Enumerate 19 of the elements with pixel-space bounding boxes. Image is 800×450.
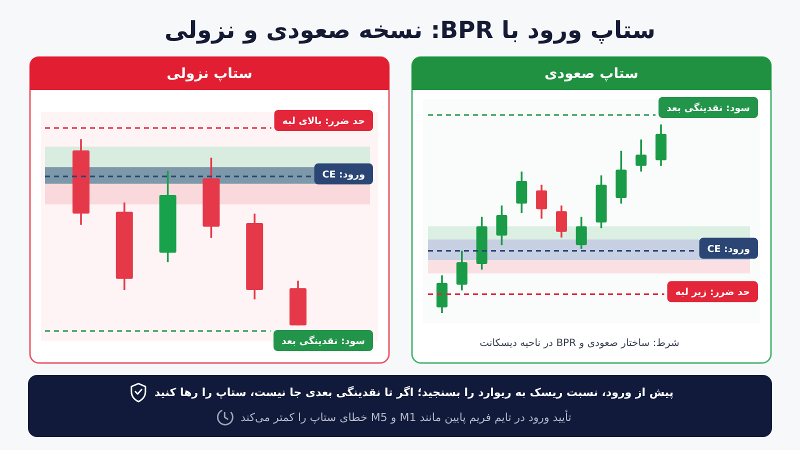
chart-title: ستاپ نزولی [166,66,252,82]
chart-title: ستاپ صعودی [544,66,638,82]
ref-line-label: ورود: CE [707,244,750,255]
text: پیش از ورود، نسبت ریسک به ریوارد را بسنجید؛ اگر تا نقدینگی بعدی جا نیست، ستاپ را رها کنید [154,386,674,399]
candlestick [516,170,528,214]
text: ستاپ ورود با BPR: نسخه صعودی و نزولی [164,16,656,44]
text: تأیید ورود در تایم فریم پایین مانند M1 و M5 خطای ستاپ را کمتر می‌کند [240,409,572,424]
candlestick [556,204,567,238]
candlestick [576,216,587,250]
ref-line-label: سود: نقدینگی بعد [282,335,365,347]
candlestick [636,138,647,172]
ref-line-label: ورود: CE [322,169,366,180]
ref-line-label: سود: نقدینگی بعد [666,102,750,114]
ref-line-label: حد ضرر: بالای لبه [282,116,365,127]
candlestick [536,184,548,220]
candlestick [496,204,508,246]
candlestick [456,250,468,292]
text: شرط: ساختار صعودی و BPR در ناحیه دیسکانت [480,338,680,349]
ref-line-label: حد ضرر: زیر لبه [675,287,750,298]
